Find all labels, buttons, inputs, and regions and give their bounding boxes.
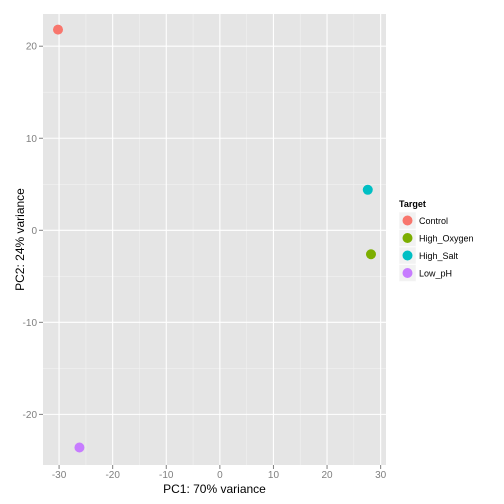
axis-ticks bbox=[39, 45, 382, 469]
legend: Target Control High_Oxygen High_Salt Low_pH bbox=[398, 199, 474, 282]
x-axis-label: PC1: 70% variance bbox=[163, 482, 266, 496]
y-axis-tick-label: 10 bbox=[26, 134, 38, 145]
legend-label: Low_pH bbox=[419, 269, 452, 279]
legend-key-marker bbox=[402, 215, 413, 226]
major-gridlines bbox=[43, 14, 386, 465]
y-axis-tick-label: 20 bbox=[26, 42, 38, 53]
x-axis-tick-label: 30 bbox=[375, 470, 387, 481]
x-axis-tick-label: -30 bbox=[52, 470, 67, 481]
x-axis-tick-label: 20 bbox=[321, 470, 333, 481]
legend-label: Control bbox=[419, 216, 448, 226]
legend-title: Target bbox=[399, 199, 426, 209]
y-axis-tick-label: -10 bbox=[23, 318, 38, 329]
legend-key-marker bbox=[402, 250, 413, 261]
y-axis-label: PC2: 24% variance bbox=[13, 188, 27, 291]
legend-key-marker bbox=[402, 268, 413, 278]
legend-key-marker bbox=[402, 233, 413, 243]
x-axis-tick-label: -10 bbox=[159, 470, 174, 481]
legend-label: High_Oxygen bbox=[419, 234, 474, 244]
minor-gridlines bbox=[43, 14, 386, 465]
legend-label: High_Salt bbox=[419, 251, 459, 261]
data-point bbox=[365, 249, 376, 260]
data-point bbox=[53, 24, 64, 35]
y-axis-tick-label: -20 bbox=[23, 410, 38, 421]
x-axis-tick-label: -20 bbox=[105, 470, 120, 481]
x-axis-tick-label: 0 bbox=[217, 470, 223, 481]
legend-items: Control High_Oxygen High_Salt Low_pH bbox=[398, 211, 474, 282]
data-points bbox=[53, 24, 376, 453]
y-axis-tick-label: 0 bbox=[31, 226, 37, 237]
data-point bbox=[74, 442, 85, 453]
x-axis-tick-label: 10 bbox=[268, 470, 280, 481]
plot-panel bbox=[43, 14, 386, 465]
y-axis-tick-labels: -20 -10 0 10 20 bbox=[23, 42, 38, 421]
x-axis-tick-labels: -30 -20 -10 0 10 20 30 bbox=[52, 470, 387, 481]
data-point bbox=[362, 184, 373, 195]
